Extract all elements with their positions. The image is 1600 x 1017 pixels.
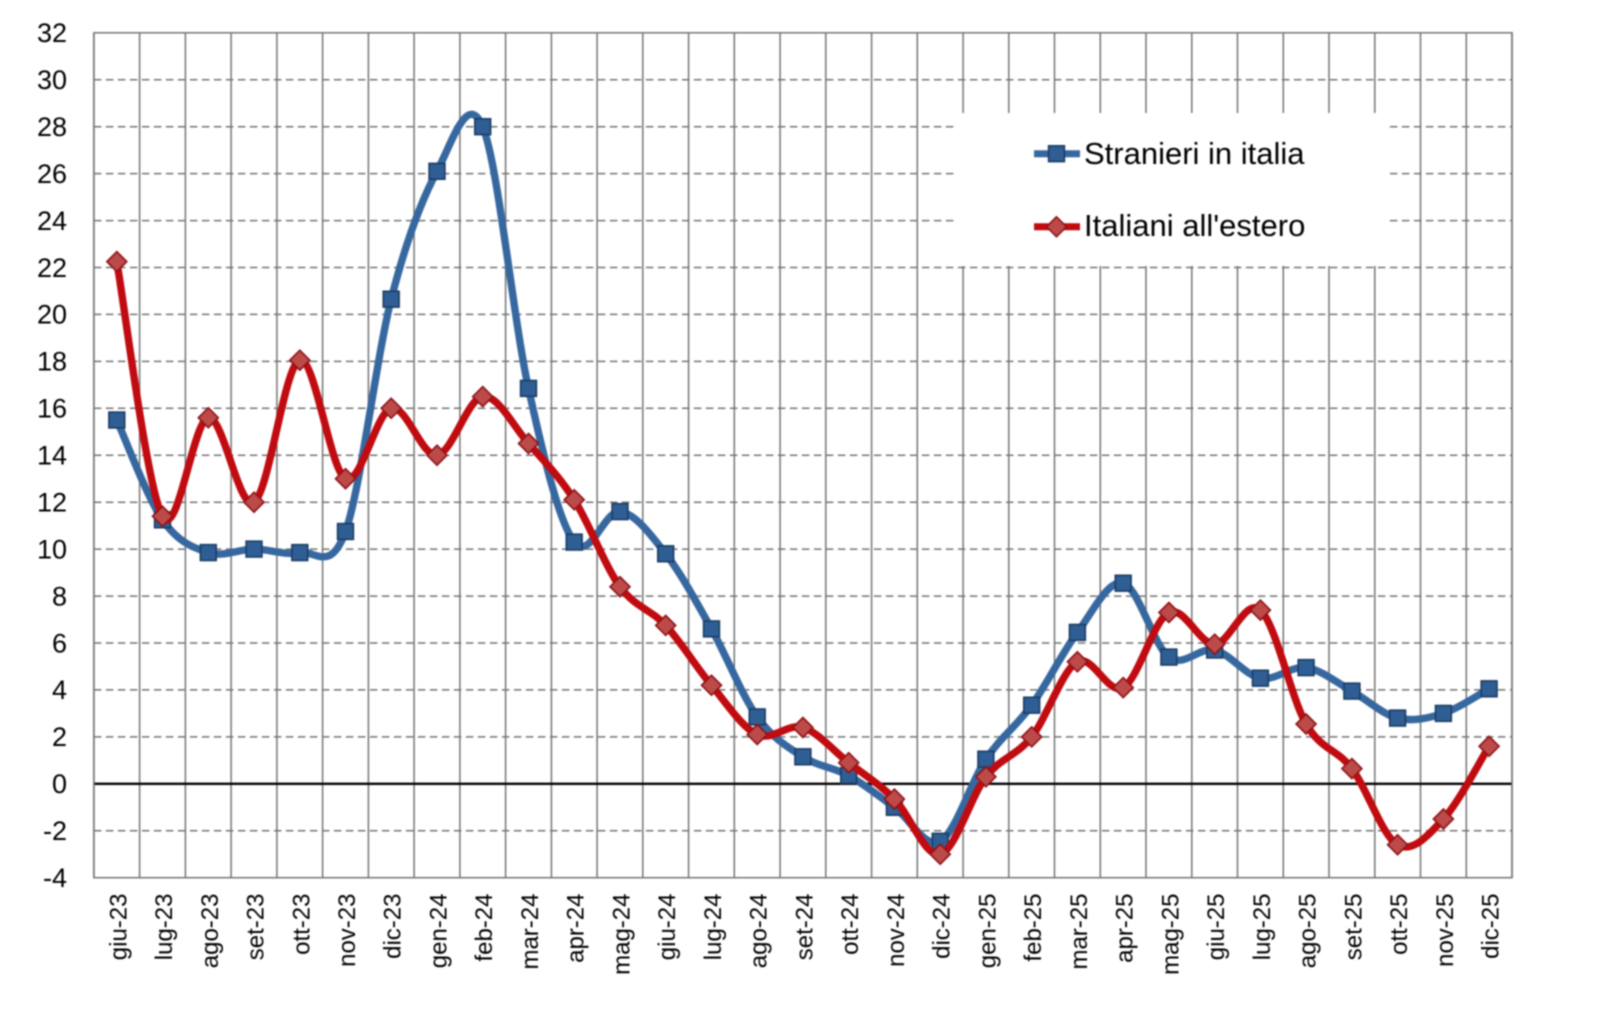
svg-text:30: 30 <box>37 65 67 95</box>
svg-text:18: 18 <box>37 347 67 377</box>
svg-text:gen-24: gen-24 <box>426 894 453 969</box>
svg-text:6: 6 <box>52 628 67 658</box>
svg-text:lug-25: lug-25 <box>1249 894 1276 961</box>
svg-text:8: 8 <box>52 581 67 611</box>
svg-text:set-25: set-25 <box>1340 894 1367 961</box>
svg-text:-4: -4 <box>43 863 67 893</box>
svg-text:lug-23: lug-23 <box>151 894 178 961</box>
svg-text:ott-23: ott-23 <box>288 894 315 955</box>
svg-text:ago-24: ago-24 <box>746 894 773 969</box>
svg-text:Italiani all'estero: Italiani all'estero <box>1084 208 1305 243</box>
svg-text:32: 32 <box>37 18 67 48</box>
svg-text:ago-25: ago-25 <box>1295 894 1322 969</box>
svg-text:set-23: set-23 <box>243 894 270 961</box>
svg-text:0: 0 <box>52 769 67 799</box>
svg-text:4: 4 <box>52 675 67 705</box>
svg-text:mar-24: mar-24 <box>517 894 544 970</box>
svg-text:28: 28 <box>37 112 67 142</box>
svg-text:20: 20 <box>37 300 67 330</box>
svg-text:giu-24: giu-24 <box>654 894 681 961</box>
svg-text:14: 14 <box>37 441 67 471</box>
svg-text:ott-24: ott-24 <box>837 894 864 955</box>
svg-text:dic-24: dic-24 <box>929 894 956 959</box>
svg-text:giu-25: giu-25 <box>1203 894 1230 961</box>
svg-text:apr-24: apr-24 <box>563 894 590 963</box>
svg-text:nov-24: nov-24 <box>883 894 910 967</box>
svg-text:apr-25: apr-25 <box>1112 894 1139 963</box>
svg-text:12: 12 <box>37 488 67 518</box>
svg-text:-2: -2 <box>43 816 67 846</box>
svg-text:nov-23: nov-23 <box>334 894 361 967</box>
svg-text:26: 26 <box>37 159 67 189</box>
svg-text:mag-24: mag-24 <box>609 894 636 975</box>
svg-text:lug-24: lug-24 <box>700 894 727 961</box>
svg-text:mag-25: mag-25 <box>1157 894 1184 975</box>
svg-text:2: 2 <box>52 722 67 752</box>
svg-text:dic-23: dic-23 <box>380 894 407 959</box>
svg-text:ott-25: ott-25 <box>1386 894 1413 955</box>
svg-text:set-24: set-24 <box>791 894 818 961</box>
svg-text:ago-23: ago-23 <box>197 894 224 969</box>
svg-text:feb-24: feb-24 <box>471 894 498 962</box>
svg-text:feb-25: feb-25 <box>1020 894 1047 962</box>
svg-text:nov-25: nov-25 <box>1432 894 1459 967</box>
svg-text:giu-23: giu-23 <box>105 894 132 961</box>
svg-text:Stranieri in italia: Stranieri in italia <box>1084 136 1305 171</box>
svg-text:24: 24 <box>37 206 67 236</box>
svg-text:10: 10 <box>37 534 67 564</box>
svg-text:16: 16 <box>37 394 67 424</box>
svg-text:dic-25: dic-25 <box>1478 894 1505 959</box>
svg-text:22: 22 <box>37 253 67 283</box>
svg-text:mar-25: mar-25 <box>1066 894 1093 970</box>
svg-text:gen-25: gen-25 <box>974 894 1001 969</box>
